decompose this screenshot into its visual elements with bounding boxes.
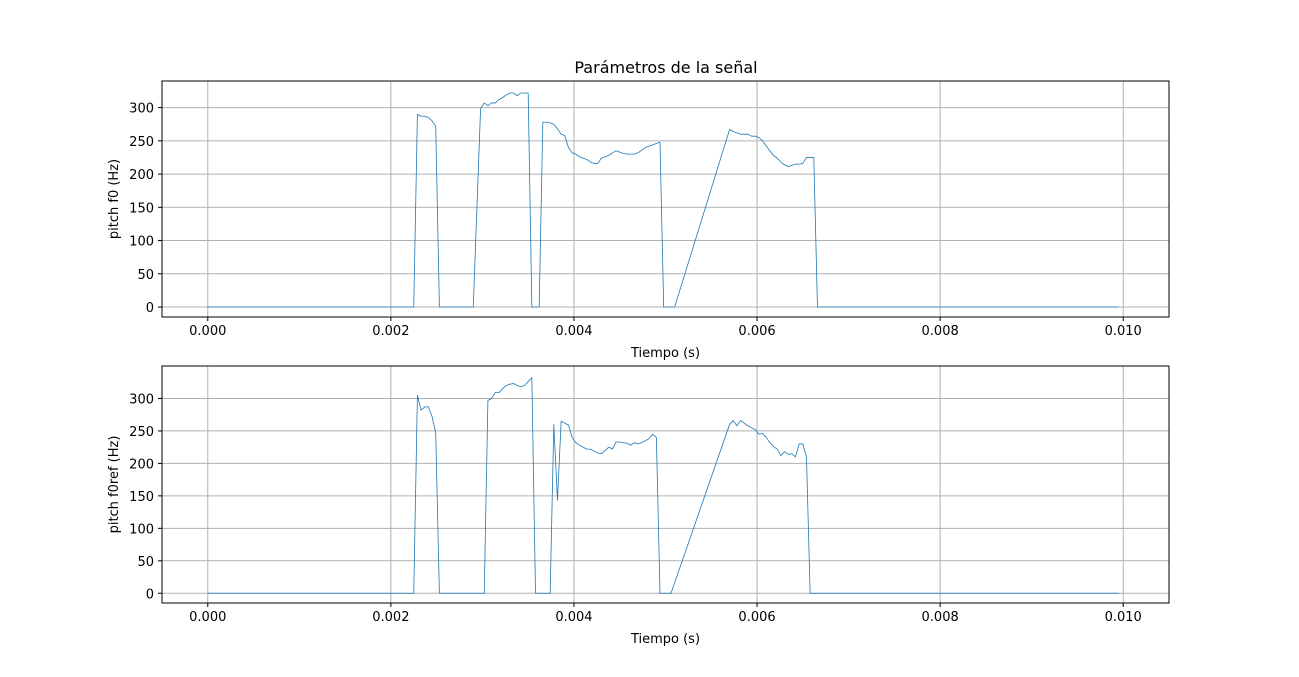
y-tick-label: 0 — [146, 587, 154, 602]
y-tick-label: 150 — [129, 490, 154, 505]
y-axis-label: pitch f0 (Hz) — [107, 159, 122, 239]
x-tick-label: 0.006 — [738, 610, 775, 625]
series-line — [207, 377, 1119, 594]
x-tick-label: 0.010 — [1105, 324, 1142, 339]
x-tick-label: 0.010 — [1105, 610, 1142, 625]
x-axis-label: Tiempo (s) — [630, 346, 700, 361]
figure-title: Parámetros de la señal — [574, 58, 757, 77]
series-line — [207, 92, 1119, 308]
y-tick-label: 100 — [129, 235, 154, 250]
bottom-subplot: 0.000 0.002 0.004 0.006 0.008 0.010 0 50 100 150 2… — [107, 365, 1170, 647]
x-tick-label: 0.000 — [189, 324, 226, 339]
y-tick-label: 50 — [137, 555, 154, 570]
y-tick-label: 200 — [129, 168, 154, 183]
y-tick-label: 300 — [129, 392, 154, 407]
x-tick-label: 0.004 — [555, 610, 592, 625]
y-tick-label: 250 — [129, 425, 154, 440]
x-tick-label: 0.002 — [372, 610, 409, 625]
x-tick-label: 0.006 — [738, 324, 775, 339]
y-axis-label: pitch f0ref (Hz) — [107, 436, 122, 534]
y-tick-label: 100 — [129, 522, 154, 537]
y-tick-label: 300 — [129, 102, 154, 117]
x-tick-label: 0.000 — [189, 610, 226, 625]
y-tick-label: 200 — [129, 457, 154, 472]
x-tick-label: 0.004 — [555, 324, 592, 339]
y-tick-label: 50 — [137, 268, 154, 283]
x-tick-label: 0.002 — [372, 324, 409, 339]
x-axis-label: Tiempo (s) — [630, 632, 700, 647]
y-tick-label: 250 — [129, 135, 154, 150]
y-tick-label: 150 — [129, 201, 154, 216]
axes-frame — [161, 365, 1170, 604]
x-tick-label: 0.008 — [922, 610, 959, 625]
x-tick-label: 0.008 — [922, 324, 959, 339]
y-tick-label: 0 — [146, 301, 154, 316]
axes-frame — [161, 80, 1170, 318]
top-subplot: 0.000 0.002 0.004 0.006 0.008 0.010 0 50 100 150 2… — [107, 80, 1170, 361]
